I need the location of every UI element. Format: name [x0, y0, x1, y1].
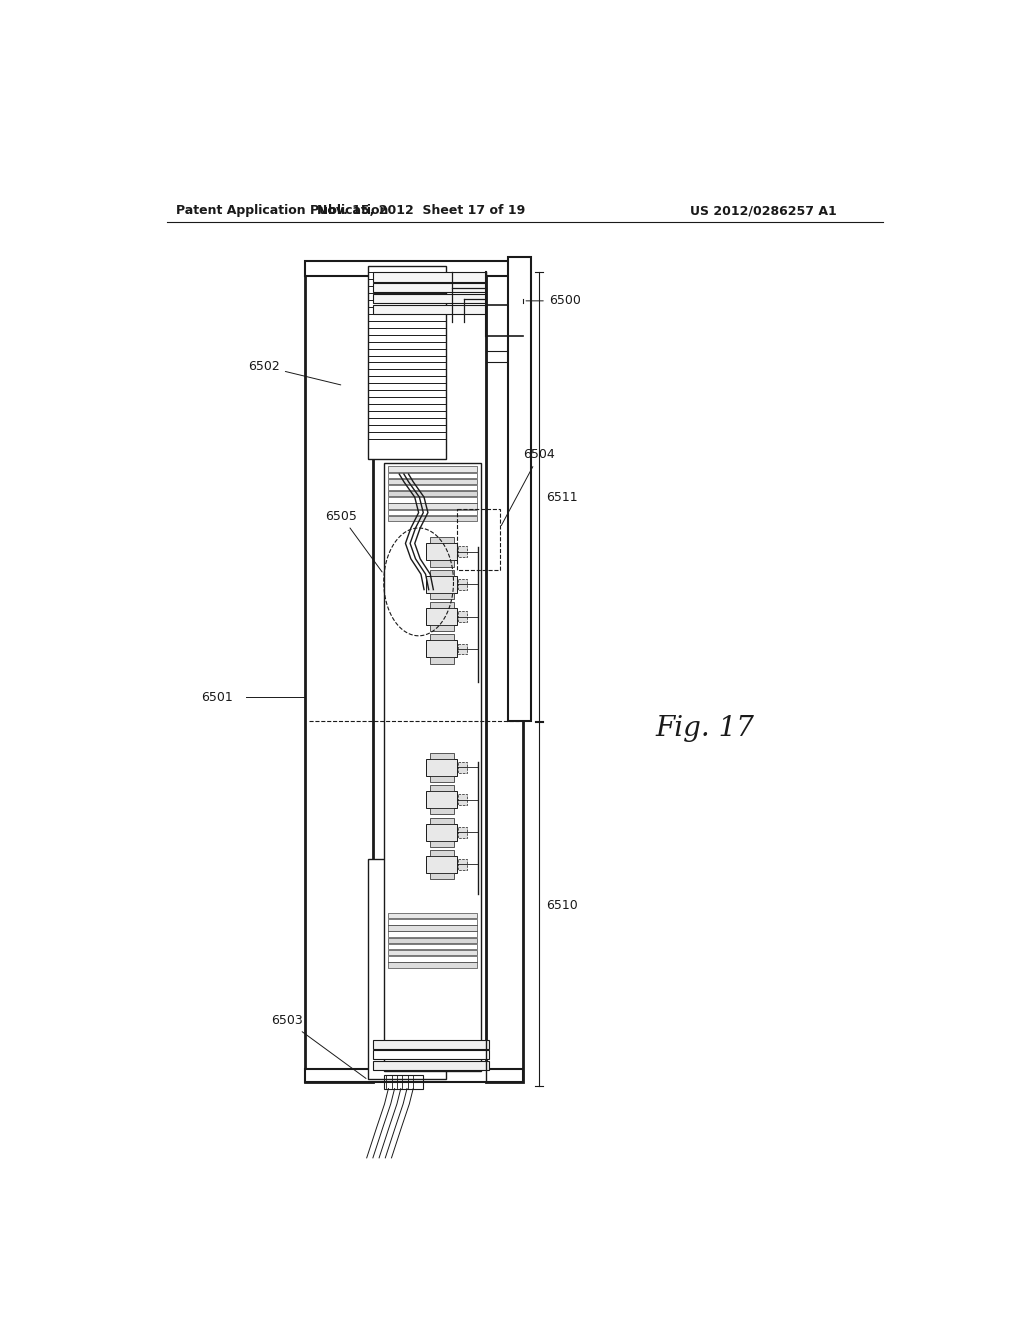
Bar	[430, 657, 454, 664]
Bar	[305, 261, 373, 1082]
Bar	[384, 462, 480, 1071]
Bar	[388, 944, 477, 949]
Bar	[486, 261, 523, 1082]
Text: 6511: 6511	[547, 491, 579, 504]
Bar	[388, 473, 477, 478]
Text: 6503: 6503	[271, 1014, 366, 1078]
Bar	[388, 479, 477, 484]
Text: Fig. 17: Fig. 17	[655, 714, 754, 742]
Bar	[430, 537, 454, 544]
Bar	[430, 570, 454, 576]
Bar	[426, 640, 458, 657]
Bar	[388, 510, 477, 515]
Bar	[388, 913, 477, 919]
Bar	[388, 956, 477, 961]
Bar	[426, 824, 458, 841]
Text: Nov. 15, 2012  Sheet 17 of 19: Nov. 15, 2012 Sheet 17 of 19	[316, 205, 525, 218]
Bar	[369, 859, 445, 1078]
Bar	[430, 785, 454, 792]
Bar	[426, 759, 458, 776]
Bar	[373, 305, 486, 314]
Bar	[458, 859, 467, 870]
Bar	[458, 795, 467, 805]
Bar	[458, 762, 467, 774]
Bar	[384, 1074, 423, 1089]
Bar	[388, 466, 477, 471]
Bar	[388, 937, 477, 942]
Bar	[430, 841, 454, 847]
Bar	[430, 635, 454, 640]
Bar	[430, 873, 454, 879]
Bar	[305, 1069, 523, 1082]
Bar	[426, 609, 458, 626]
Bar	[388, 503, 477, 508]
Bar	[373, 272, 486, 281]
Bar	[426, 576, 458, 593]
Text: 6502: 6502	[248, 360, 341, 385]
Bar	[458, 644, 467, 655]
Bar	[373, 1040, 489, 1049]
Bar	[305, 261, 523, 276]
Bar	[426, 792, 458, 808]
Bar	[426, 855, 458, 873]
Bar	[388, 498, 477, 503]
Bar	[373, 284, 486, 293]
Bar	[430, 626, 454, 631]
Bar	[458, 508, 500, 570]
Bar	[369, 267, 445, 459]
Bar	[430, 850, 454, 857]
Bar	[430, 560, 454, 566]
Bar	[426, 544, 458, 561]
Text: 6500: 6500	[526, 294, 581, 308]
Bar	[430, 817, 454, 824]
Bar	[508, 257, 531, 721]
Bar	[430, 752, 454, 759]
Bar	[373, 1061, 489, 1071]
Bar	[388, 950, 477, 956]
Bar	[388, 484, 477, 490]
Bar	[458, 611, 467, 622]
Text: 6510: 6510	[547, 899, 579, 912]
Text: Patent Application Publication: Patent Application Publication	[176, 205, 388, 218]
Bar	[373, 1051, 489, 1059]
Bar	[430, 602, 454, 609]
Text: 6505: 6505	[326, 510, 382, 572]
Bar	[458, 546, 467, 557]
Bar	[388, 516, 477, 521]
Bar	[430, 593, 454, 599]
Bar	[430, 776, 454, 781]
Bar	[388, 932, 477, 937]
Bar	[373, 294, 486, 304]
Bar	[388, 962, 477, 968]
Bar	[430, 808, 454, 814]
Text: US 2012/0286257 A1: US 2012/0286257 A1	[690, 205, 837, 218]
Bar	[458, 578, 467, 590]
Text: 6501: 6501	[202, 690, 233, 704]
Bar	[458, 826, 467, 837]
Bar	[388, 925, 477, 931]
Bar	[388, 491, 477, 496]
Text: 6504: 6504	[502, 449, 555, 525]
Bar	[388, 919, 477, 924]
